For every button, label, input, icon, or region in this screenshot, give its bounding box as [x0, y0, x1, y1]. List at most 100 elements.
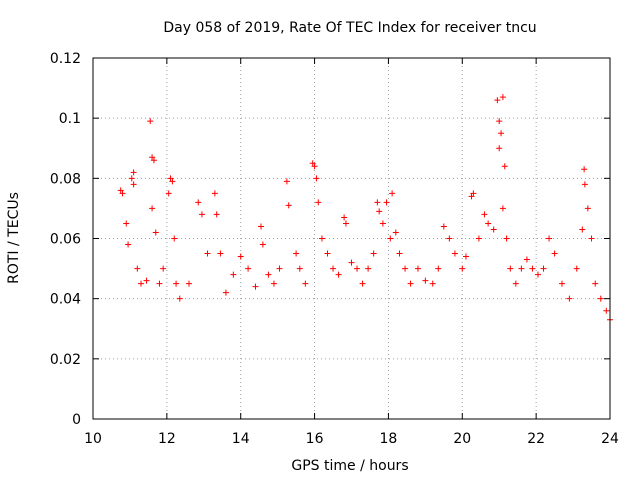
data-point	[392, 229, 399, 236]
data-point	[499, 94, 506, 101]
x-tick-label: 14	[232, 431, 250, 447]
data-point	[222, 289, 229, 296]
data-point	[186, 280, 193, 287]
y-tick-label: 0.06	[50, 232, 81, 248]
data-point	[389, 190, 396, 197]
data-point	[195, 199, 202, 206]
data-point	[252, 283, 259, 290]
data-point	[330, 265, 337, 272]
data-point	[149, 154, 156, 161]
data-point	[217, 250, 224, 257]
y-tick-label: 0	[72, 412, 81, 428]
data-point	[117, 187, 124, 194]
data-point	[130, 181, 137, 188]
data-point	[176, 295, 183, 302]
data-point	[396, 250, 403, 257]
data-point	[342, 220, 349, 227]
data-point	[387, 235, 394, 242]
data-point	[496, 118, 503, 125]
data-point	[315, 199, 322, 206]
data-point	[169, 178, 176, 185]
data-point	[407, 280, 414, 287]
data-point	[496, 145, 503, 152]
data-point	[230, 271, 237, 278]
data-point	[468, 193, 475, 200]
data-point	[211, 190, 218, 197]
data-point	[503, 235, 510, 242]
data-point	[123, 220, 130, 227]
data-point	[283, 178, 290, 185]
data-point	[309, 160, 316, 167]
x-tick-label: 12	[158, 431, 176, 447]
y-tick-label: 0.12	[50, 51, 81, 67]
data-point	[499, 205, 506, 212]
data-point	[134, 265, 141, 272]
data-point	[354, 265, 361, 272]
data-point	[579, 226, 586, 233]
data-point	[481, 211, 488, 218]
data-point	[475, 235, 482, 242]
data-point	[518, 265, 525, 272]
data-point	[237, 253, 244, 260]
data-point	[512, 280, 519, 287]
data-point	[365, 265, 372, 272]
x-axis-label: GPS time / hours	[291, 458, 408, 474]
data-point	[429, 280, 436, 287]
data-point	[167, 175, 174, 182]
data-point	[149, 205, 156, 212]
data-point	[440, 223, 447, 230]
data-point	[119, 190, 126, 197]
data-point	[276, 265, 283, 272]
data-point	[540, 265, 547, 272]
data-point	[584, 205, 591, 212]
data-point	[370, 250, 377, 257]
data-point	[147, 118, 154, 125]
data-point	[597, 295, 604, 302]
ticks-layer: 10 12 14 16 18 20 22 24 0 0.02 0.04 0.06 0.08 0.1 0.12	[50, 51, 619, 447]
data-point	[603, 307, 610, 314]
data-point	[125, 241, 132, 248]
x-tick-label: 20	[453, 431, 471, 447]
x-tick-label: 16	[306, 431, 324, 447]
y-tick-label: 0.02	[50, 352, 81, 368]
data-point	[523, 256, 530, 263]
data-point	[324, 250, 331, 257]
data-point	[198, 211, 205, 218]
data-point	[156, 280, 163, 287]
data-point	[341, 214, 348, 221]
plot-frame	[92, 57, 611, 420]
data-point	[379, 220, 386, 227]
data-point	[446, 235, 453, 242]
data-point	[494, 97, 501, 104]
data-point	[150, 157, 157, 164]
data-point	[470, 190, 477, 197]
data-point	[383, 199, 390, 206]
data-point	[293, 250, 300, 257]
y-tick-label: 0.08	[50, 171, 81, 187]
data-point	[160, 265, 167, 272]
data-point	[204, 250, 211, 257]
data-point	[498, 130, 505, 137]
data-point	[490, 226, 497, 233]
data-point	[265, 271, 272, 278]
data-point	[138, 280, 145, 287]
data-point	[285, 202, 292, 209]
data-point	[152, 229, 159, 236]
data-point	[573, 265, 580, 272]
data-point	[451, 250, 458, 257]
data-point	[551, 250, 558, 257]
data-point	[258, 223, 265, 230]
data-point	[143, 277, 150, 284]
x-tick-label: 24	[601, 431, 619, 447]
data-point	[507, 265, 514, 272]
data-point	[414, 265, 421, 272]
data-point	[501, 163, 508, 170]
data-point	[302, 280, 309, 287]
data-point	[335, 271, 342, 278]
x-tick-label: 10	[84, 431, 102, 447]
data-point	[213, 211, 220, 218]
data-point	[245, 265, 252, 272]
points-layer	[117, 94, 613, 323]
data-point	[462, 253, 469, 260]
